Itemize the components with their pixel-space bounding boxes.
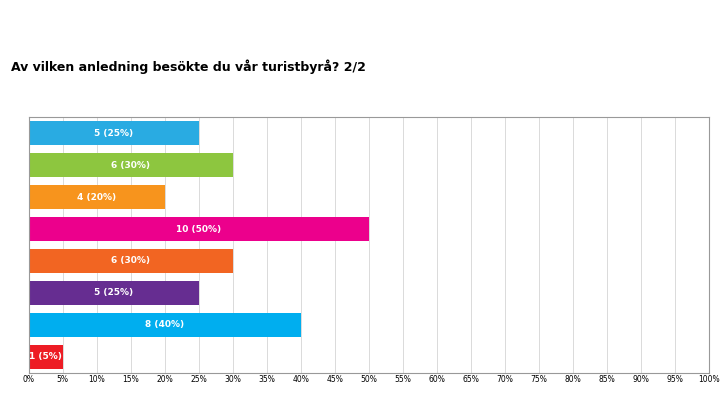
- Bar: [29, 281, 199, 305]
- Text: 8 (40%): 8 (40%): [145, 320, 184, 329]
- Bar: [29, 217, 369, 241]
- Text: 4 (20%): 4 (20%): [77, 193, 117, 202]
- Text: Utvärdering av Turistbyrå: Utvärdering av Turistbyrå: [504, 16, 706, 32]
- Bar: [29, 345, 63, 369]
- Text: 5 (25%): 5 (25%): [94, 129, 133, 138]
- Text: 5 (25%): 5 (25%): [94, 288, 133, 297]
- Bar: [29, 249, 233, 273]
- Text: 6 (30%): 6 (30%): [112, 161, 150, 170]
- Text: 10 (50%): 10 (50%): [176, 225, 222, 234]
- Text: 6 (30%): 6 (30%): [112, 256, 150, 265]
- Bar: [29, 185, 165, 209]
- Text: 1 (5%): 1 (5%): [30, 352, 62, 361]
- Bar: [29, 313, 301, 337]
- Bar: [29, 153, 233, 177]
- Text: Av vilken anledning besökte du vår turistbyrå? 2/2: Av vilken anledning besökte du vår turis…: [11, 60, 366, 74]
- Bar: [29, 122, 199, 145]
